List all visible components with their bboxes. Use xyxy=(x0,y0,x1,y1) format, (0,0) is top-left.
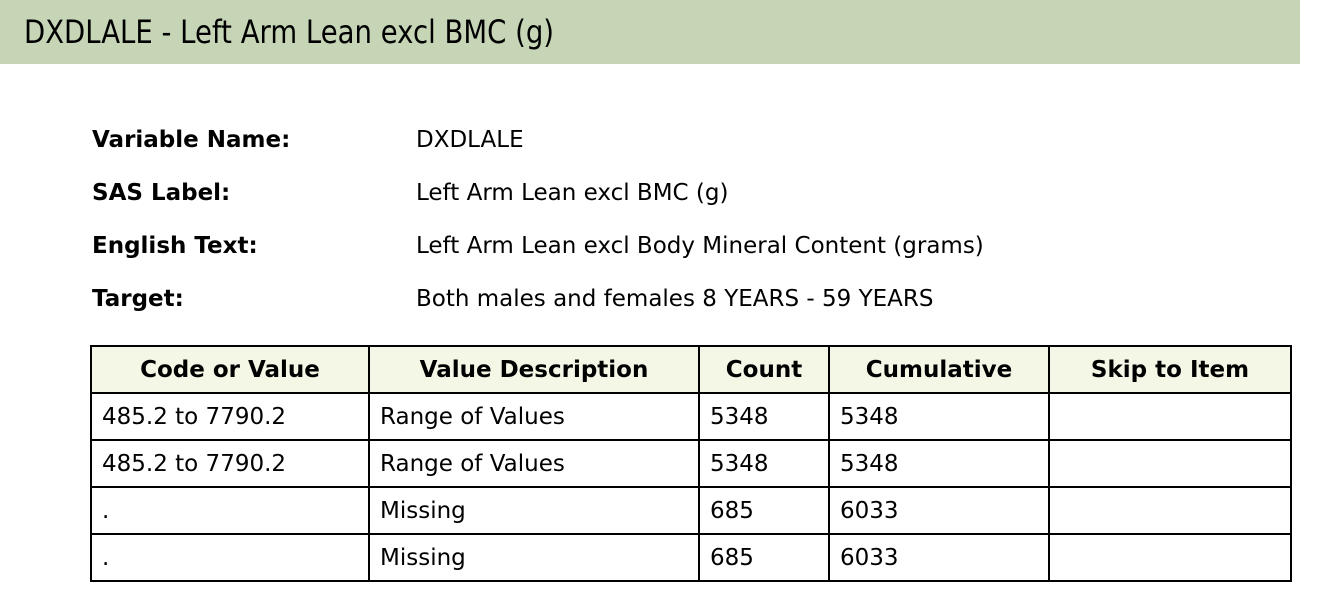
meta-label: SAS Label: xyxy=(92,180,231,206)
cell-count: 685 xyxy=(698,486,830,535)
column-header-value-description: Value Description xyxy=(368,345,700,394)
code-value-table: Code or Value Value Description Count Cu… xyxy=(90,345,1292,582)
meta-label: English Text: xyxy=(92,233,258,259)
column-header-cumulative: Cumulative xyxy=(828,345,1050,394)
cell-value-description: Missing xyxy=(368,486,700,535)
cell-skip-to-item xyxy=(1048,486,1292,535)
column-header-skip-to-item: Skip to Item xyxy=(1048,345,1292,394)
page-title: DXDLALE - Left Arm Lean excl BMC (g) xyxy=(24,13,555,51)
cell-code-or-value: 485.2 to 7790.2 xyxy=(90,439,370,488)
cell-cumulative: 6033 xyxy=(828,486,1050,535)
column-header-code-or-value: Code or Value xyxy=(90,345,370,394)
meta-value: Left Arm Lean excl BMC (g) xyxy=(416,180,729,206)
table-header-row: Code or Value Value Description Count Cu… xyxy=(90,345,1292,394)
cell-cumulative: 5348 xyxy=(828,439,1050,488)
cell-cumulative: 6033 xyxy=(828,533,1050,582)
table-row: . Missing 685 6033 xyxy=(90,486,1292,535)
cell-count: 5348 xyxy=(698,392,830,441)
cell-count: 685 xyxy=(698,533,830,582)
cell-code-or-value: . xyxy=(90,486,370,535)
table-row: 485.2 to 7790.2 Range of Values 5348 534… xyxy=(90,439,1292,488)
table-row: . Missing 685 6033 xyxy=(90,533,1292,582)
meta-label: Target: xyxy=(92,286,184,312)
meta-value: DXDLALE xyxy=(416,127,524,153)
table-row: 485.2 to 7790.2 Range of Values 5348 534… xyxy=(90,392,1292,441)
cell-code-or-value: 485.2 to 7790.2 xyxy=(90,392,370,441)
meta-value: Left Arm Lean excl Body Mineral Content … xyxy=(416,233,984,259)
column-header-count: Count xyxy=(698,345,830,394)
cell-code-or-value: . xyxy=(90,533,370,582)
cell-skip-to-item xyxy=(1048,533,1292,582)
cell-value-description: Range of Values xyxy=(368,392,700,441)
cell-skip-to-item xyxy=(1048,392,1292,441)
meta-label: Variable Name: xyxy=(92,127,291,153)
meta-value: Both males and females 8 YEARS - 59 YEAR… xyxy=(416,286,934,312)
cell-value-description: Range of Values xyxy=(368,439,700,488)
title-bar: DXDLALE - Left Arm Lean excl BMC (g) xyxy=(0,0,1300,64)
cell-cumulative: 5348 xyxy=(828,392,1050,441)
cell-value-description: Missing xyxy=(368,533,700,582)
cell-skip-to-item xyxy=(1048,439,1292,488)
cell-count: 5348 xyxy=(698,439,830,488)
